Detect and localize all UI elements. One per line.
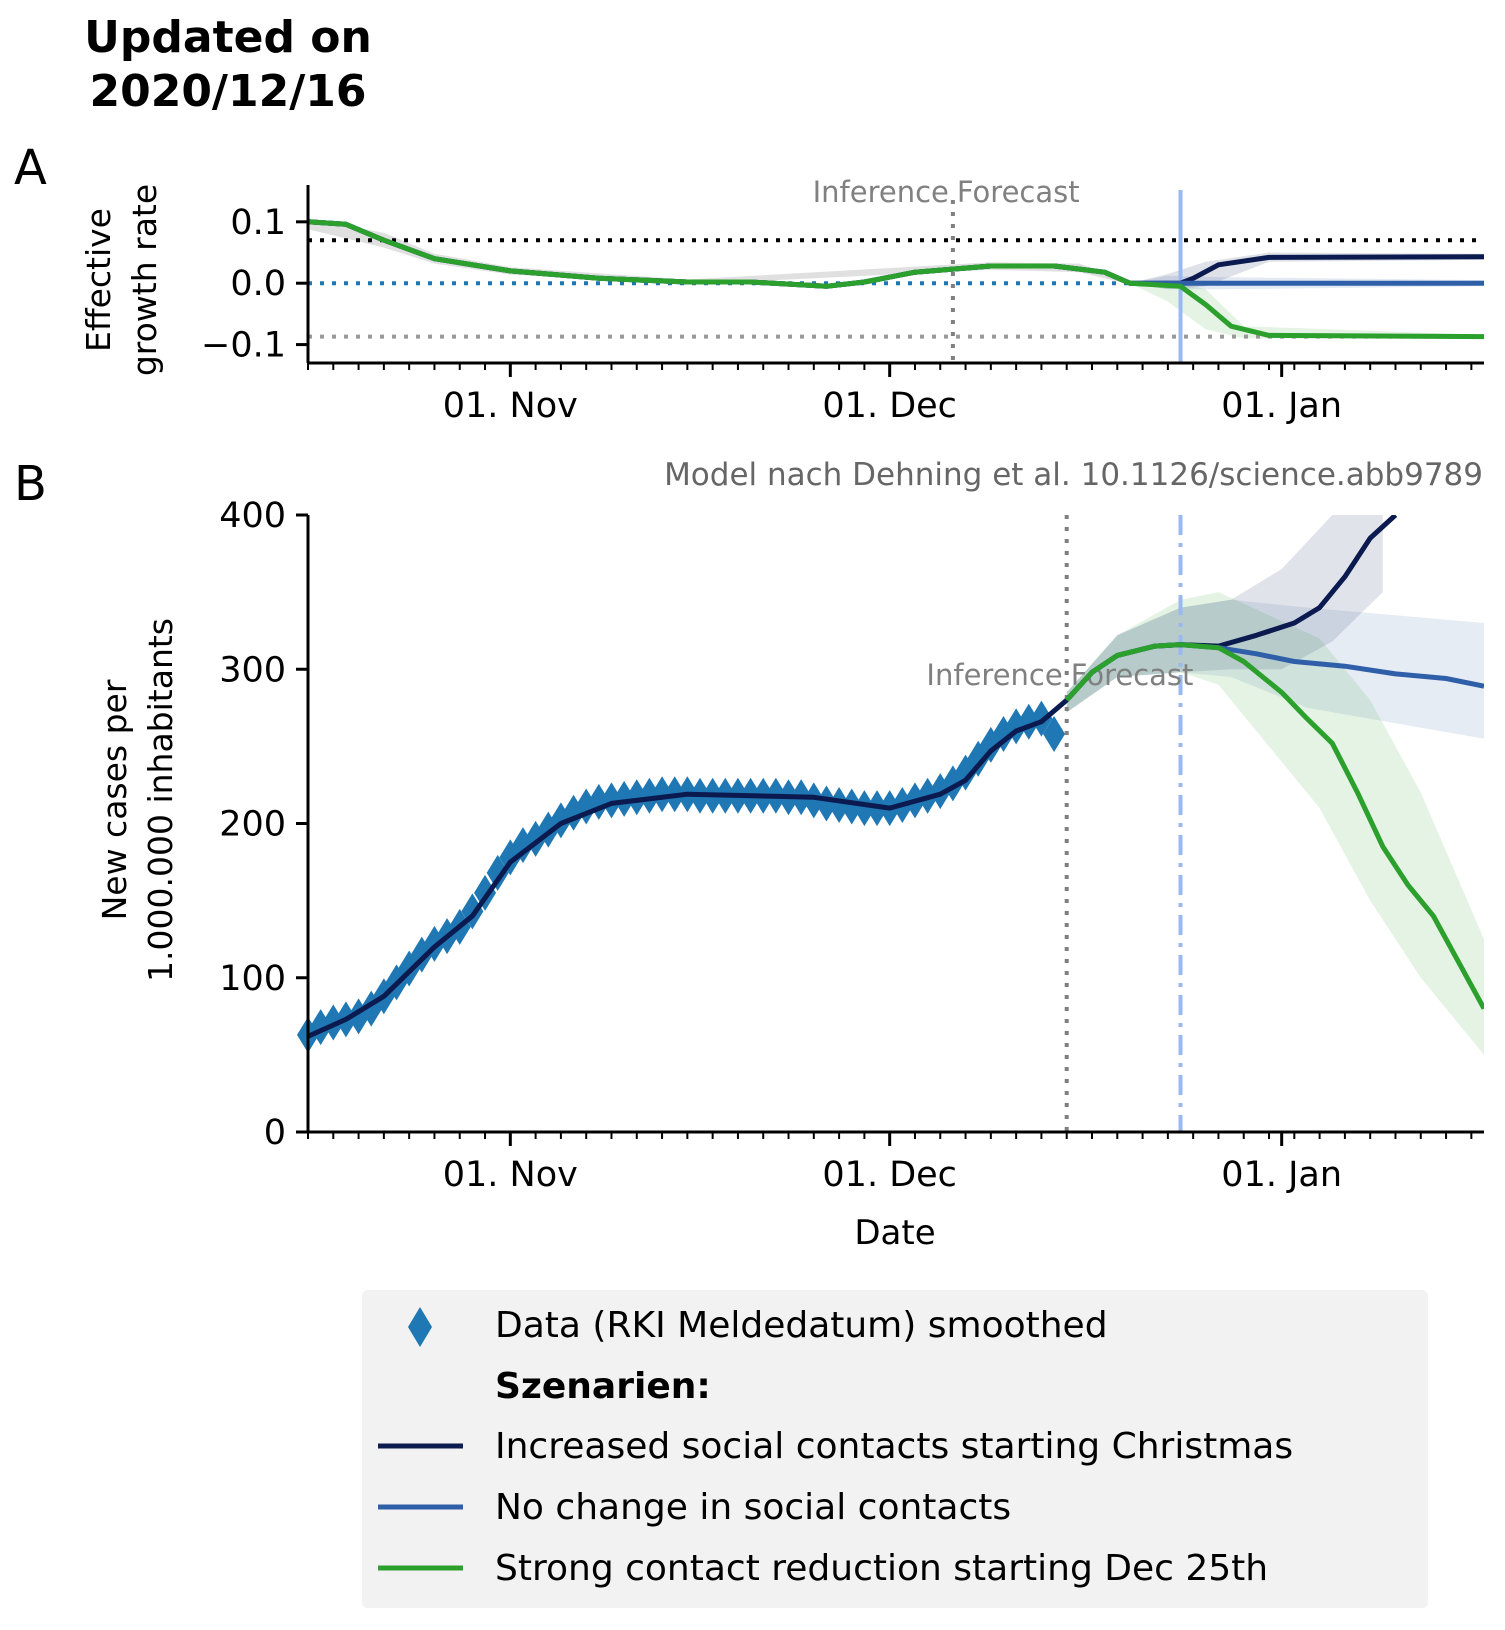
panel-a-forecast-label: Forecast: [957, 175, 1080, 209]
panel-a-series: [307, 219, 1485, 340]
panel-a-pre-band: [308, 218, 1130, 285]
panel-b-ylabel-line2: 1.000.000 inhabitants: [141, 618, 180, 982]
panel-a-label: A: [14, 140, 47, 196]
panel-b: B Model nach Dehning et al. 10.1126/scie…: [14, 456, 1484, 1253]
legend-box: [362, 1290, 1428, 1608]
panel-b-x-tick-label: 01. Nov: [443, 1155, 578, 1195]
figure-title-line2: 2020/12/16: [89, 66, 366, 117]
data-point: [828, 786, 851, 823]
data-point: [486, 854, 509, 891]
data-point: [651, 776, 674, 813]
data-point: [853, 790, 876, 827]
panel-b-bands: [1066, 515, 1484, 1055]
legend-label-nochange: No change in social contacts: [495, 1487, 1011, 1528]
panel-b-band-increased: [1066, 515, 1383, 713]
panel-b-series: [308, 515, 1484, 1039]
panel-b-x-tick-label: 01. Jan: [1221, 1155, 1342, 1195]
panel-b-band-nochange: [1066, 599, 1484, 739]
panel-b-label: B: [14, 456, 47, 512]
panel-a-band-increased: [1129, 252, 1484, 290]
legend-label-reduction: Strong contact reduction starting Dec 25…: [495, 1548, 1268, 1589]
panel-b-inference-label: Inference: [926, 658, 1062, 692]
data-point: [600, 782, 623, 819]
panel-b-y-tick-label: 200: [219, 805, 286, 845]
data-point: [638, 777, 661, 814]
data-point: [625, 779, 648, 816]
panel-b-line-reduction: [1064, 642, 1484, 1010]
panel-b-x-tick-label: 01. Dec: [822, 1155, 957, 1195]
legend-label-increased: Increased social contacts starting Chris…: [495, 1426, 1293, 1467]
panel-b-y-tick-label: 100: [219, 959, 286, 999]
panel-a: A Effective growth rate Inference Foreca…: [14, 140, 1485, 426]
panel-a-inference-label: Inference: [813, 175, 949, 209]
panel-a-x-tick-label: 01. Jan: [1221, 386, 1342, 426]
panel-a-band-reduction: [1129, 280, 1484, 339]
panel-a-y-tick-label: −0.1: [201, 326, 286, 366]
panel-b-source-note: Model nach Dehning et al. 10.1126/scienc…: [664, 457, 1483, 493]
panel-a-x-tick-label: 01. Dec: [822, 386, 957, 426]
legend-heading: Szenarien:: [495, 1366, 711, 1407]
panel-b-y-tick-label: 0: [264, 1113, 286, 1153]
data-point: [1043, 716, 1066, 753]
panel-a-ylabel-line2: growth rate: [125, 184, 164, 376]
panel-b-y-tick-label: 400: [219, 496, 286, 536]
panel-a-y-tick-label: 0.1: [230, 203, 286, 243]
data-point: [815, 785, 838, 822]
panel-a-reference-lines: [308, 238, 1484, 339]
panel-a-x-tick-label: 01. Nov: [443, 386, 578, 426]
panel-b-xlabel: Date: [854, 1213, 935, 1253]
figure-title-line1: Updated on: [84, 12, 372, 63]
panel-a-line-reduction: [307, 219, 1485, 340]
panel-a-axes: 01. Nov 01. Dec 01. Jan 0.1 0.0 −0.1: [201, 185, 1484, 426]
panel-b-data-markers: [297, 700, 1066, 1053]
data-point: [613, 780, 636, 817]
data-point: [840, 788, 863, 825]
legend-data-marker: [408, 1307, 432, 1347]
panel-b-axes: 01. Nov 01. Dec 01. Jan 0 100 200 300 400: [219, 496, 1484, 1195]
legend: Data (RKI Meldedatum) smoothed Szenarien…: [362, 1290, 1428, 1608]
panel-b-y-tick-label: 300: [219, 650, 286, 690]
legend-data-label: Data (RKI Meldedatum) smoothed: [495, 1305, 1108, 1346]
panel-a-ylabel-line1: Effective: [79, 208, 118, 352]
panel-b-line-increased: [308, 515, 1398, 1039]
panel-b-ylabel-line1: New cases per: [95, 679, 134, 920]
panel-a-y-tick-label: 0.0: [230, 264, 286, 304]
